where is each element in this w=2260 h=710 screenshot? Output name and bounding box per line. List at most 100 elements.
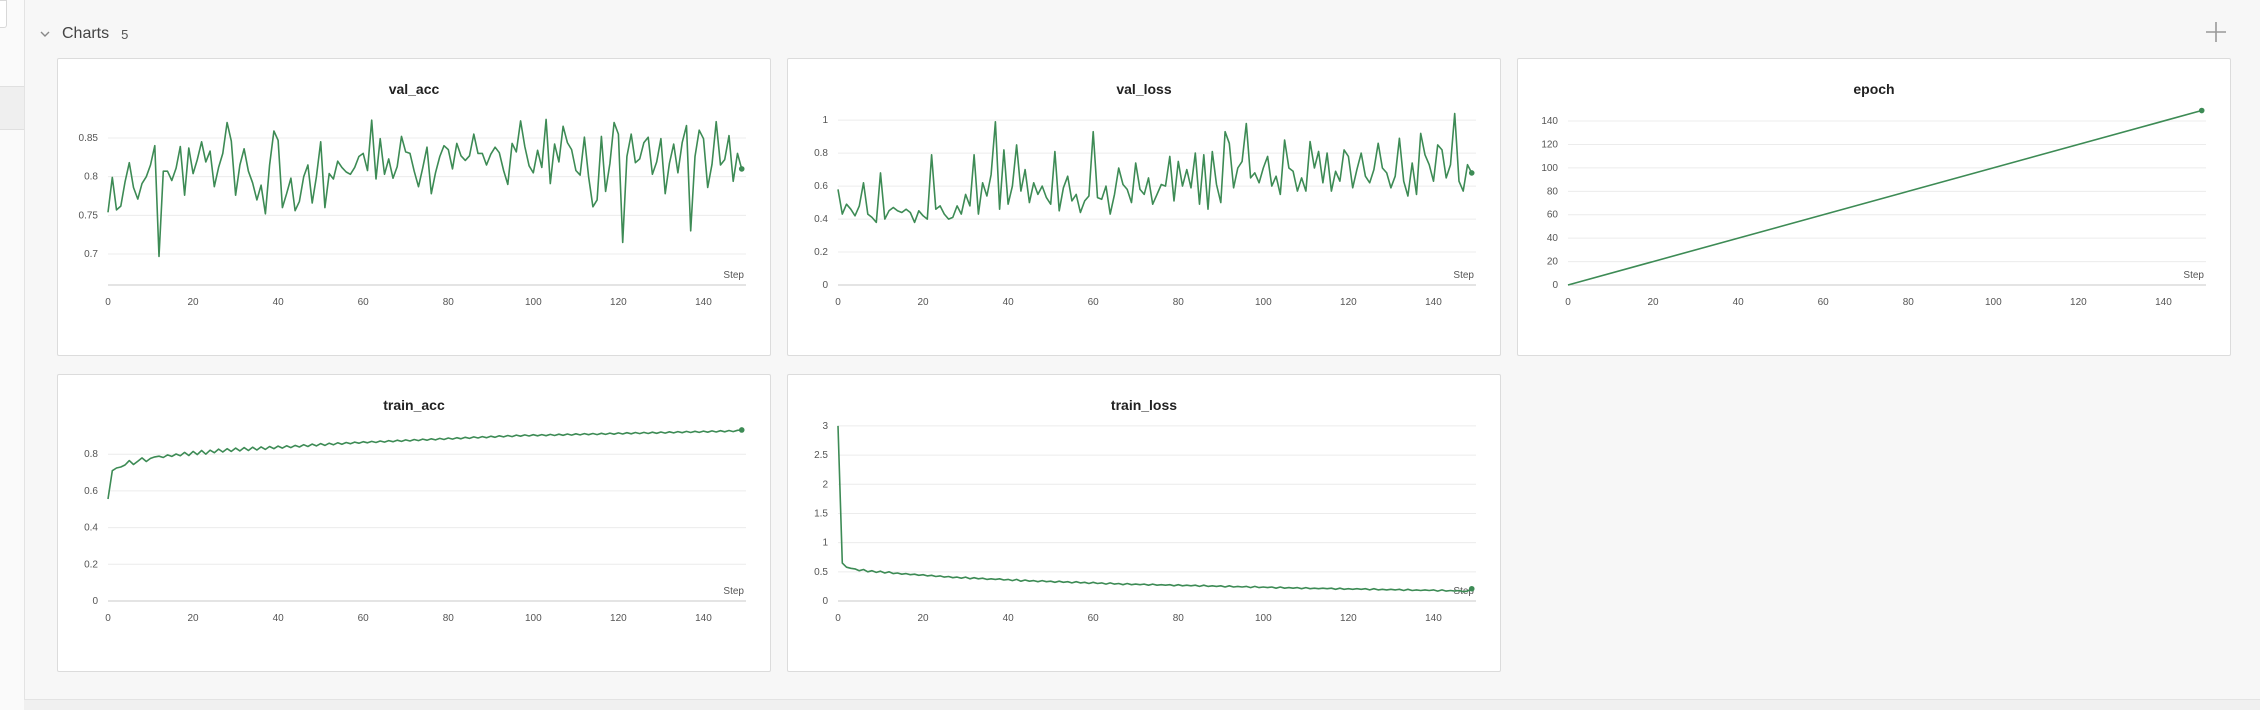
x-tick-label: 40 xyxy=(1733,297,1745,308)
x-tick-label: 0 xyxy=(835,613,841,624)
x-tick-label: 20 xyxy=(1648,297,1660,308)
chart-svg: 0 20 40 60 80 100 120 140 0 20 40 60 80 100 120 140 Step xyxy=(1541,107,2206,308)
y-tick-label: 3 xyxy=(822,421,828,432)
chart-title: val_acc xyxy=(388,81,440,97)
y-tick-label: 140 xyxy=(1541,116,1558,127)
x-tick-label: 80 xyxy=(443,613,455,624)
series-line[interactable] xyxy=(837,425,1473,593)
y-tick-label: 1.5 xyxy=(814,508,828,519)
x-tick-label: 120 xyxy=(610,297,627,308)
x-tick-label: 40 xyxy=(1003,297,1015,308)
y-tick-label: 2.5 xyxy=(814,450,828,461)
series-line[interactable] xyxy=(837,112,1473,224)
y-tick-label: 0.6 xyxy=(84,486,98,497)
x-tick-label: 80 xyxy=(443,297,455,308)
x-tick-label: 140 xyxy=(1425,613,1442,624)
y-tick-label: 0.7 xyxy=(84,249,98,260)
chart-panel-epoch[interactable]: 0 20 40 60 80 100 120 140 0 20 40 60 80 100 120 140 Step… xyxy=(1517,58,2231,356)
series-endpoint-marker[interactable] xyxy=(1468,170,1475,176)
x-tick-label: 140 xyxy=(695,613,712,624)
y-tick-label: 20 xyxy=(1547,257,1559,268)
y-tick-label: 0 xyxy=(822,596,828,607)
series-endpoint-marker[interactable] xyxy=(2198,107,2205,114)
series-line[interactable] xyxy=(1567,109,2202,286)
y-tick-label: 1 xyxy=(822,115,828,126)
y-tick-label: 120 xyxy=(1541,139,1558,150)
series-line[interactable] xyxy=(107,429,742,500)
y-tick-label: 40 xyxy=(1547,233,1559,244)
x-tick-label: 120 xyxy=(1340,297,1357,308)
section-count-badge: 5 xyxy=(121,26,129,42)
section-header[interactable]: Charts 5 xyxy=(36,22,128,46)
chart-panel-val-loss[interactable]: 0 0.2 0.4 0.6 0.8 1 0 20 40 60 80 100 120 140 Step val_… xyxy=(787,58,1501,356)
y-tick-label: 0 xyxy=(822,280,828,291)
x-tick-label: 0 xyxy=(105,613,111,624)
y-tick-label: 0 xyxy=(92,596,98,607)
add-panel-button[interactable] xyxy=(2202,20,2230,48)
x-tick-label: 20 xyxy=(188,297,200,308)
series-endpoint-marker[interactable] xyxy=(1468,585,1475,592)
plus-icon xyxy=(2205,21,2227,48)
series-endpoint-marker[interactable] xyxy=(738,427,745,433)
series-endpoint-marker[interactable] xyxy=(738,166,745,172)
chart-title: epoch xyxy=(1853,81,1895,97)
y-tick-label: 0.5 xyxy=(814,567,828,578)
x-tick-label: 60 xyxy=(1818,297,1830,308)
chart-panel-val-acc[interactable]: 0.7 0.75 0.8 0.85 0 20 40 60 80 100 120 140 Step val_… xyxy=(57,58,771,356)
y-tick-label: 0.75 xyxy=(79,210,99,221)
chart-title: val_loss xyxy=(1116,81,1172,97)
y-tick-label: 0.8 xyxy=(84,449,98,460)
x-tick-label: 120 xyxy=(610,613,627,624)
x-tick-label: 100 xyxy=(525,613,542,624)
x-tick-label: 20 xyxy=(918,297,930,308)
y-tick-label: 2 xyxy=(822,479,828,490)
x-tick-label: 60 xyxy=(1088,613,1100,624)
rail-tab[interactable] xyxy=(0,0,7,28)
chart-svg: 0 0.2 0.4 0.6 0.8 0 20 40 60 80 100 120 140 Step xyxy=(84,427,746,624)
x-tick-label: 40 xyxy=(273,613,285,624)
x-tick-label: 0 xyxy=(835,297,841,308)
left-rail xyxy=(0,0,25,710)
y-tick-label: 80 xyxy=(1547,186,1559,197)
x-axis-label: Step xyxy=(2183,270,2204,281)
x-axis-label: Step xyxy=(723,270,744,281)
y-tick-label: 0.2 xyxy=(84,559,98,570)
series-line[interactable] xyxy=(107,118,743,258)
bottom-bar xyxy=(24,699,2260,710)
x-tick-label: 60 xyxy=(358,613,370,624)
y-tick-label: 0.8 xyxy=(814,148,828,159)
chart-panel-train-loss[interactable]: 0 0.5 1 1.5 2 2.5 3 0 20 40 60 80 100 120 140 Step train… xyxy=(787,374,1501,672)
y-tick-label: 100 xyxy=(1541,163,1558,174)
chevron-down-icon[interactable] xyxy=(36,25,54,43)
x-tick-label: 120 xyxy=(1340,613,1357,624)
chart-title: train_acc xyxy=(383,397,445,413)
x-tick-label: 40 xyxy=(1003,613,1015,624)
x-tick-label: 40 xyxy=(273,297,285,308)
x-tick-label: 80 xyxy=(1173,297,1185,308)
x-tick-label: 80 xyxy=(1903,297,1915,308)
y-tick-label: 0.85 xyxy=(79,133,99,144)
x-tick-label: 80 xyxy=(1173,613,1185,624)
x-tick-label: 100 xyxy=(1985,297,2002,308)
x-tick-label: 20 xyxy=(918,613,930,624)
section-title: Charts xyxy=(62,25,110,42)
x-tick-label: 20 xyxy=(188,613,200,624)
chart-title: train_loss xyxy=(1110,397,1178,413)
x-tick-label: 140 xyxy=(1425,297,1442,308)
y-tick-label: 60 xyxy=(1547,210,1559,221)
x-tick-label: 0 xyxy=(1565,297,1571,308)
x-tick-label: 120 xyxy=(2070,297,2087,308)
x-tick-label: 100 xyxy=(525,297,542,308)
chart-svg: 0.7 0.75 0.8 0.85 0 20 40 60 80 100 120 140 Step xyxy=(79,118,746,308)
y-tick-label: 0.8 xyxy=(84,172,98,183)
x-tick-label: 100 xyxy=(1255,613,1272,624)
y-tick-label: 0.4 xyxy=(814,214,828,225)
x-tick-label: 100 xyxy=(1255,297,1272,308)
chart-panel-train-acc[interactable]: 0 0.2 0.4 0.6 0.8 0 20 40 60 80 100 120 140 Step train… xyxy=(57,374,771,672)
rail-selected-item[interactable] xyxy=(0,86,24,130)
y-tick-label: 0.4 xyxy=(84,523,98,534)
x-tick-label: 60 xyxy=(1088,297,1100,308)
chart-svg: 0 0.2 0.4 0.6 0.8 1 0 20 40 60 80 100 120 140 Step xyxy=(814,112,1476,308)
x-axis-label: Step xyxy=(723,586,744,597)
